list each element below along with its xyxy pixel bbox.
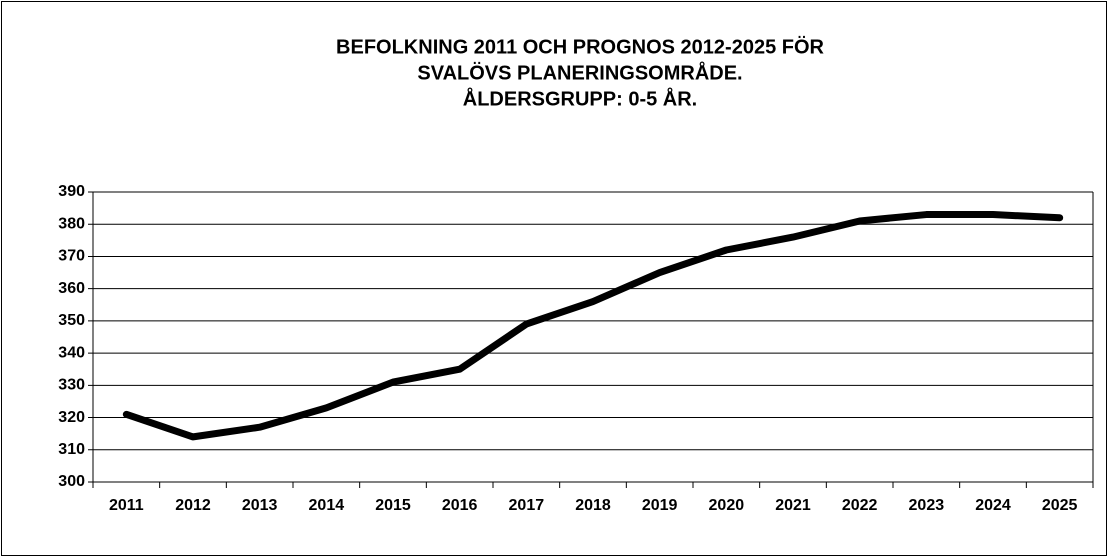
data-line	[122, 211, 1064, 441]
x-tick-label: 2014	[309, 497, 345, 514]
y-tick-label: 380	[58, 215, 85, 232]
x-tick-label: 2020	[709, 497, 745, 514]
x-tick-label: 2025	[1042, 497, 1078, 514]
x-tick-label: 2012	[175, 497, 211, 514]
y-tick-label: 340	[58, 344, 85, 361]
y-tick-label: 360	[58, 280, 85, 297]
x-tick-label: 2013	[242, 497, 278, 514]
x-tick-label: 2022	[842, 497, 878, 514]
x-tick-label: 2017	[509, 497, 545, 514]
chart-title: SVALÖVS PLANERINGSOMRÅDE.	[417, 60, 742, 84]
y-tick-label: 390	[58, 183, 85, 200]
y-tick-label: 350	[58, 312, 85, 329]
x-tick-label: 2011	[109, 497, 144, 514]
y-tick-label: 300	[58, 473, 85, 490]
x-tick-label: 2023	[909, 497, 945, 514]
y-tick-label: 320	[58, 409, 85, 426]
x-tick-label: 2015	[375, 497, 411, 514]
x-tick-label: 2018	[575, 497, 611, 514]
y-tick-label: 370	[58, 248, 85, 265]
x-tick-label: 2024	[975, 497, 1011, 514]
y-tick-label: 310	[58, 441, 85, 458]
chart-title: ÅLDERSGRUPP: 0-5 ÅR.	[463, 86, 697, 110]
y-tick-label: 330	[58, 377, 85, 394]
x-tick-label: 2016	[442, 497, 478, 514]
chart-title: BEFOLKNING 2011 OCH PROGNOS 2012-2025 FÖ…	[336, 35, 824, 58]
x-tick-label: 2021	[775, 497, 811, 514]
x-tick-label: 2019	[642, 497, 678, 514]
